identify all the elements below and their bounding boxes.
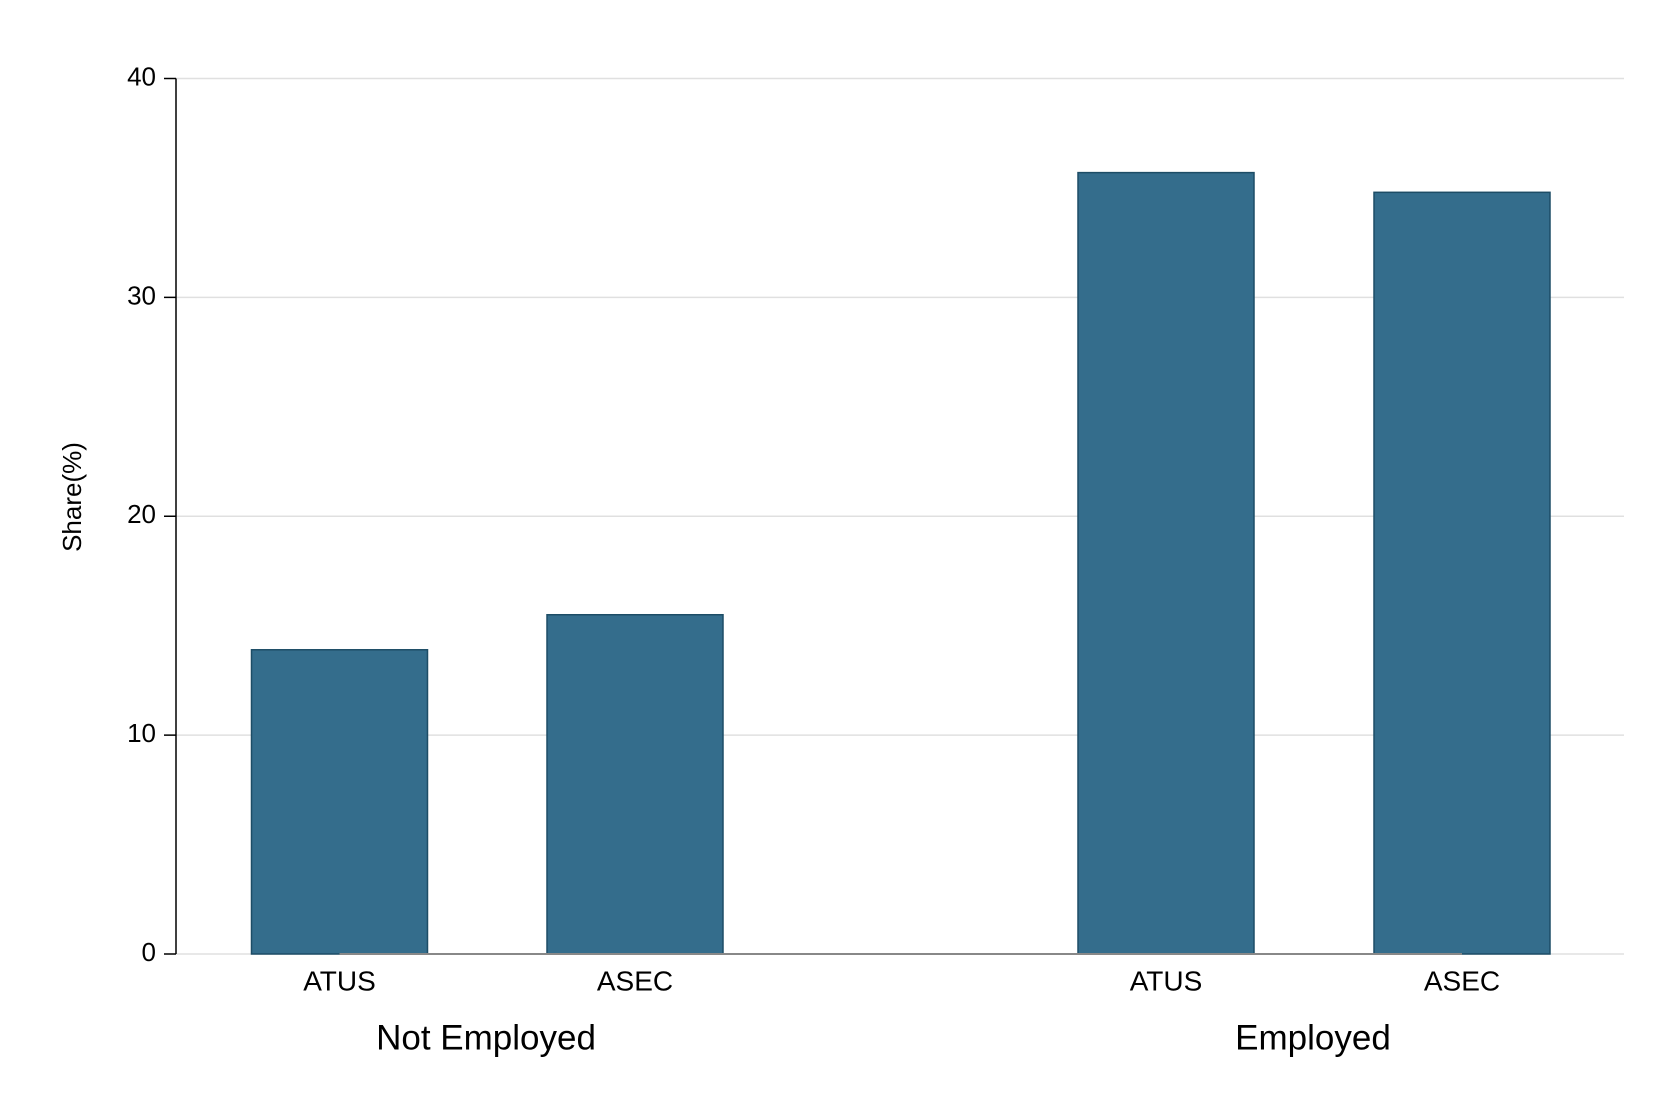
x-tick-label: ATUS bbox=[303, 965, 376, 996]
bar bbox=[546, 613, 724, 955]
group-label: Not Employed bbox=[376, 1018, 596, 1057]
bar bbox=[250, 649, 429, 955]
y-tick-label: 30 bbox=[127, 280, 156, 310]
y-tick-label: 10 bbox=[127, 718, 156, 748]
x-tick-label: ASEC bbox=[597, 965, 673, 996]
y-tick-label: 40 bbox=[127, 61, 156, 91]
x-tick-label: ATUS bbox=[1130, 965, 1203, 996]
y-tick-label: 20 bbox=[127, 499, 156, 529]
y-tick-label: 0 bbox=[142, 937, 156, 967]
bar bbox=[1077, 171, 1255, 955]
x-tick-label: ASEC bbox=[1424, 965, 1500, 996]
group-label: Employed bbox=[1235, 1018, 1391, 1057]
bar bbox=[1373, 191, 1551, 955]
y-axis-label: Share(%) bbox=[57, 442, 87, 552]
